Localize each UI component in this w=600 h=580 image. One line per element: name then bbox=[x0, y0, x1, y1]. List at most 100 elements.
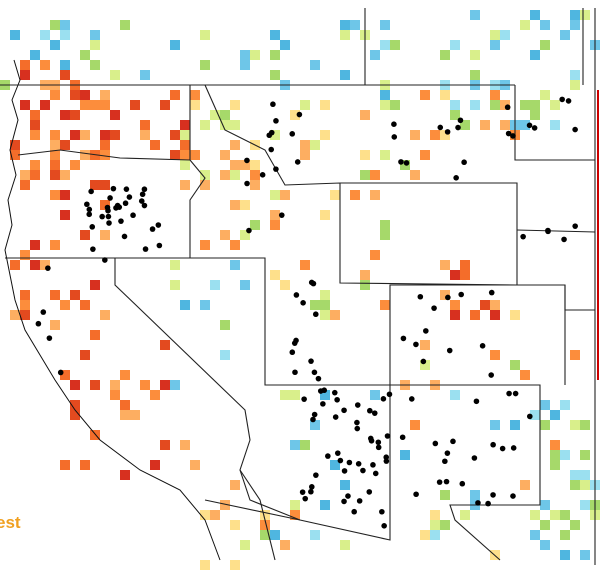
grid-cell bbox=[30, 120, 40, 130]
station-dot bbox=[391, 121, 397, 127]
grid-cell bbox=[130, 410, 140, 420]
grid-cell bbox=[440, 520, 450, 530]
grid-cell bbox=[180, 150, 190, 160]
grid-cell bbox=[10, 310, 20, 320]
station-dot bbox=[105, 213, 112, 220]
station-dot bbox=[375, 444, 382, 451]
station-dot bbox=[259, 172, 266, 178]
grid-cell bbox=[560, 30, 570, 40]
grid-cell bbox=[20, 310, 30, 320]
grid-cell bbox=[100, 100, 110, 110]
grid-cell bbox=[50, 40, 60, 50]
grid-cell bbox=[230, 520, 240, 530]
grid-cell bbox=[580, 10, 590, 20]
grid-cell bbox=[310, 300, 320, 310]
grid-cell bbox=[70, 130, 80, 140]
station-dot bbox=[293, 292, 300, 298]
grid-cell bbox=[540, 520, 550, 530]
grid-cell bbox=[440, 490, 450, 500]
station-dot bbox=[370, 462, 376, 468]
grid-cell bbox=[100, 200, 110, 210]
grid-cell bbox=[580, 550, 590, 560]
grid-cell bbox=[190, 460, 200, 470]
grid-cell bbox=[50, 90, 60, 100]
grid-cell bbox=[370, 50, 380, 60]
grid-cell bbox=[30, 240, 40, 250]
grid-cell bbox=[160, 440, 170, 450]
grid-cell bbox=[100, 140, 110, 150]
grid-cell bbox=[80, 460, 90, 470]
station-dot bbox=[270, 101, 276, 108]
grid-cell bbox=[120, 470, 130, 480]
grid-cell bbox=[240, 160, 250, 170]
grid-cell bbox=[40, 60, 50, 70]
grid-cell bbox=[50, 290, 60, 300]
station-dot bbox=[266, 132, 273, 139]
grid-cell bbox=[100, 180, 110, 190]
grid-cell bbox=[90, 380, 100, 390]
station-dot bbox=[354, 425, 361, 432]
grid-cell bbox=[50, 160, 60, 170]
grid-cell bbox=[70, 160, 80, 170]
grid-cell bbox=[50, 170, 60, 180]
grid-cell bbox=[520, 100, 530, 110]
station-dot bbox=[383, 454, 390, 461]
grid-cell bbox=[310, 140, 320, 150]
station-dot bbox=[84, 201, 90, 208]
grid-cell bbox=[560, 510, 570, 520]
station-dot bbox=[141, 202, 148, 209]
grid-cell bbox=[230, 560, 240, 570]
station-dot bbox=[559, 96, 565, 103]
grid-cell bbox=[60, 70, 70, 80]
station-dot bbox=[366, 489, 373, 495]
station-dot bbox=[337, 457, 344, 464]
station-dot bbox=[331, 389, 338, 396]
station-dot bbox=[102, 257, 108, 263]
grid-cell bbox=[80, 300, 90, 310]
grid-cell bbox=[380, 220, 390, 230]
grid-cell bbox=[170, 130, 180, 140]
station-dot bbox=[368, 437, 375, 444]
grid-cell bbox=[530, 510, 540, 520]
grid-cell bbox=[250, 220, 260, 230]
grid-cell bbox=[200, 240, 210, 250]
grid-cell bbox=[460, 260, 470, 270]
station-dot bbox=[114, 202, 121, 209]
grid-cell bbox=[560, 400, 570, 410]
station-dot bbox=[90, 246, 96, 252]
grid-cell bbox=[70, 290, 80, 300]
station-dot bbox=[89, 224, 96, 230]
grid-cell bbox=[490, 30, 500, 40]
grid-cell bbox=[220, 120, 230, 130]
station-dot bbox=[310, 280, 317, 287]
grid-cell bbox=[20, 300, 30, 310]
grid-cell bbox=[490, 350, 500, 360]
grid-cell bbox=[270, 210, 280, 220]
grid-cell bbox=[550, 100, 560, 110]
grid-cell bbox=[440, 50, 450, 60]
grid-cell bbox=[50, 130, 60, 140]
grid-cell bbox=[560, 450, 570, 460]
grid-cell bbox=[210, 280, 220, 290]
grid-cell bbox=[580, 420, 590, 430]
station-dot bbox=[384, 433, 391, 439]
grid-cell bbox=[80, 50, 90, 60]
grid-cell bbox=[80, 90, 90, 100]
grid-cell bbox=[60, 30, 70, 40]
grid-cell bbox=[330, 460, 340, 470]
station-dot bbox=[510, 133, 516, 139]
grid-cell bbox=[470, 490, 480, 500]
station-dot bbox=[399, 434, 406, 441]
grid-cell bbox=[200, 180, 210, 190]
station-dot bbox=[423, 328, 429, 334]
grid-cell bbox=[570, 350, 580, 360]
grid-cell bbox=[290, 110, 300, 120]
grid-cell bbox=[230, 100, 240, 110]
grid-cell bbox=[570, 20, 580, 30]
grid-cell bbox=[410, 130, 420, 140]
station-dot bbox=[334, 450, 341, 456]
grid-cell bbox=[100, 130, 110, 140]
grid-cell bbox=[450, 390, 460, 400]
grid-cell bbox=[430, 130, 440, 140]
